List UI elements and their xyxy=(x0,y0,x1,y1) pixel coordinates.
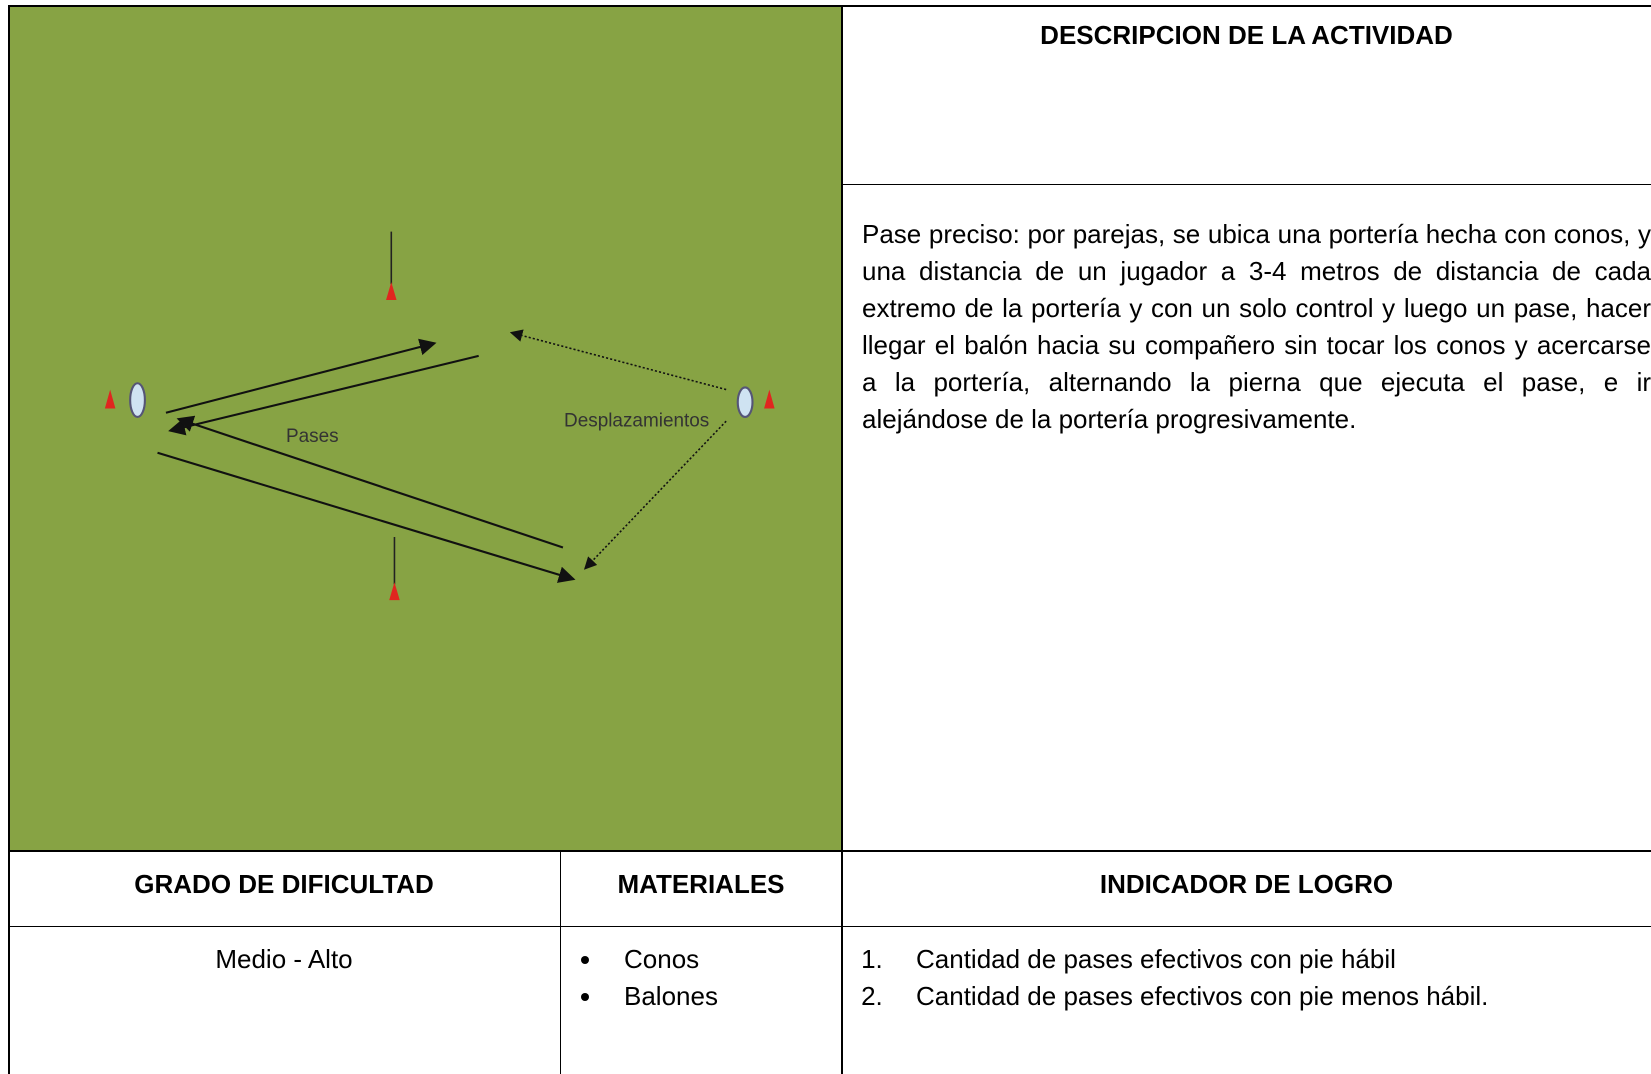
header: GRADO DE DIFICULTAD xyxy=(134,869,434,899)
material: Conos xyxy=(604,941,842,978)
materials-list: Conos Balones xyxy=(560,941,842,1015)
diagram-label: Pases xyxy=(286,426,339,447)
header: MATERIALES xyxy=(617,869,785,899)
indicator: Cantidad de pases efectivos con pie meno… xyxy=(890,978,1642,1015)
border xyxy=(8,926,1651,927)
material: Balones xyxy=(604,978,842,1015)
border xyxy=(560,851,561,1074)
indicators-list: Cantidad de pases efectivos con pie hábi… xyxy=(842,941,1642,1015)
border xyxy=(8,5,1651,7)
diagram-label: Desplazamientos xyxy=(564,410,709,431)
activity-diagram: Pases Desplazamientos xyxy=(8,5,842,851)
border xyxy=(842,184,1651,185)
description-text: Pase preciso: por parejas, se ubica una … xyxy=(862,219,1651,434)
description-title: DESCRIPCION DE LA ACTIVIDAD xyxy=(1040,20,1453,50)
difficulty: Medio - Alto xyxy=(215,944,353,974)
header: INDICADOR DE LOGRO xyxy=(1099,869,1394,899)
border xyxy=(8,850,1651,852)
border xyxy=(8,5,10,1074)
indicator: Cantidad de pases efectivos con pie hábi… xyxy=(890,941,1642,978)
border xyxy=(841,5,843,1074)
